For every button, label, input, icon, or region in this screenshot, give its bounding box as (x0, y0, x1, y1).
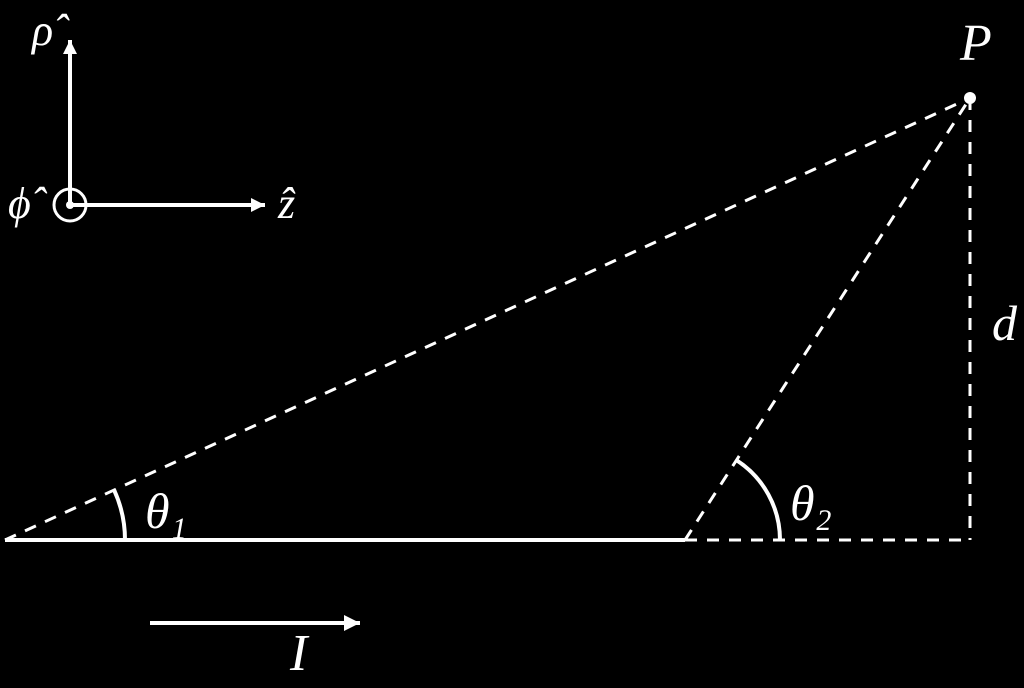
background (0, 0, 1024, 688)
label-point-p: P (959, 15, 992, 72)
label-current-i: I (289, 625, 310, 682)
label-distance-d: d (992, 295, 1018, 351)
label-theta-2: θ₂ (790, 475, 832, 531)
label-theta-1: θ₁ (145, 483, 187, 539)
point-p (964, 92, 976, 104)
label-z-hat: ẑ (277, 179, 296, 228)
